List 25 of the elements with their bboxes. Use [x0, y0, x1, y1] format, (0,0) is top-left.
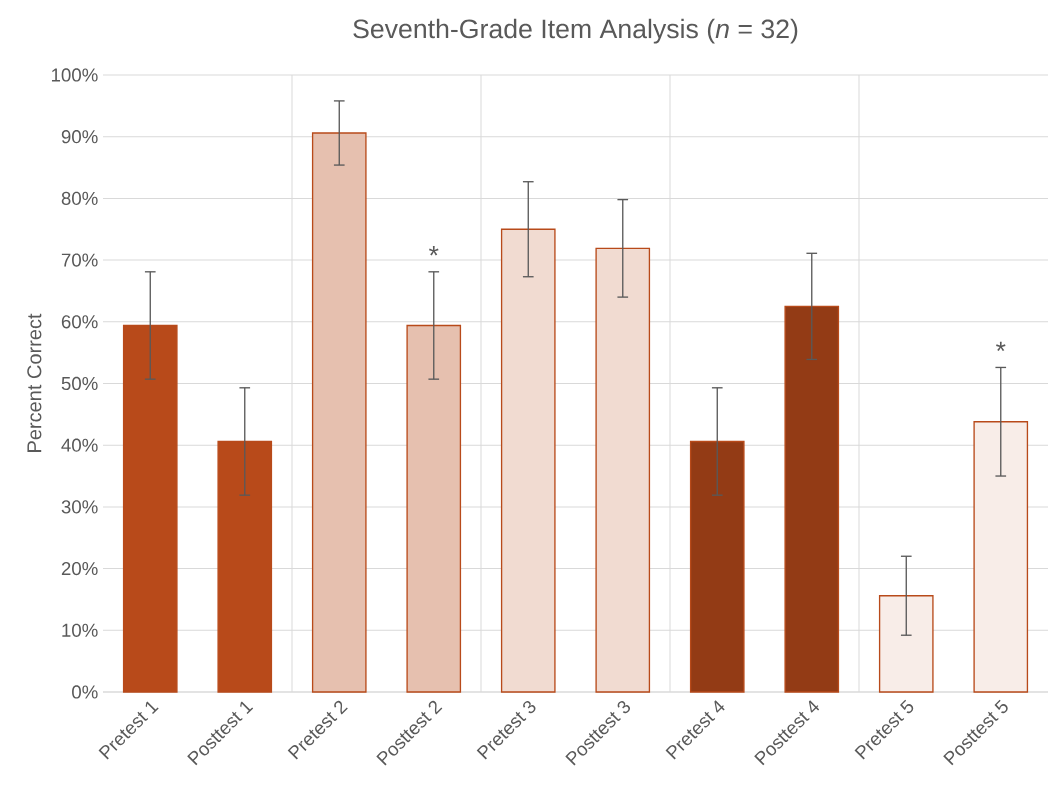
- y-tick-label: 20%: [61, 561, 98, 576]
- bar: [595, 247, 651, 693]
- y-tick-label: 30%: [61, 500, 98, 514]
- chart-title: Seventh-Grade Item Analysis (n = 32): [353, 18, 798, 44]
- bar: [973, 421, 1029, 693]
- bar: [217, 440, 273, 693]
- y-tick-label: 10%: [62, 623, 98, 637]
- y-tick-label: 70%: [61, 253, 98, 267]
- y-tick-label: 0%: [72, 685, 98, 699]
- annotation: *: [996, 341, 1006, 352]
- y-tick-label: 100%: [51, 68, 98, 82]
- bar: [689, 440, 745, 693]
- y-tick-label: 90%: [61, 130, 98, 144]
- bar: [878, 595, 934, 693]
- bar: [406, 324, 462, 693]
- annotation: *: [429, 246, 439, 256]
- y-tick-label: 60%: [61, 315, 98, 329]
- y-tick-label: 80%: [61, 191, 98, 205]
- bar: [784, 305, 840, 693]
- y-tick-label: 40%: [61, 438, 98, 452]
- y-tick-label: 50%: [61, 376, 98, 391]
- bar: [122, 324, 178, 693]
- y-axis-title: Percent Correct: [27, 313, 42, 452]
- bar: [500, 228, 556, 693]
- bar: [311, 132, 367, 693]
